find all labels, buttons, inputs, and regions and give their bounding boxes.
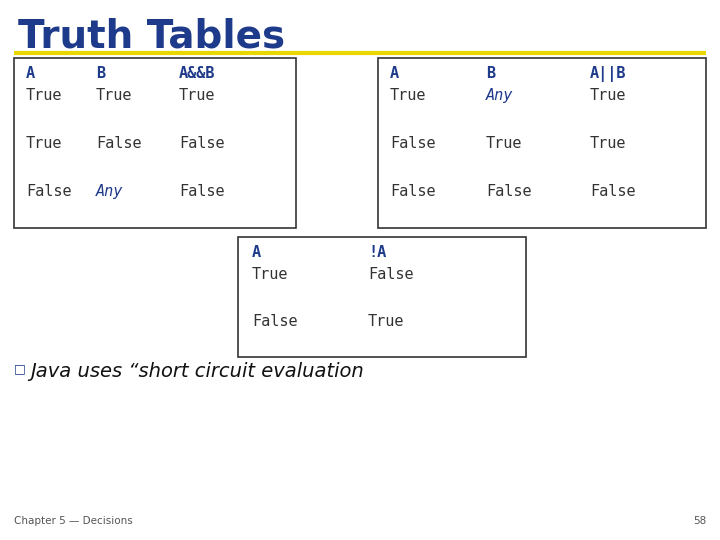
Text: True: True — [590, 136, 626, 151]
Text: Truth Tables: Truth Tables — [18, 18, 285, 56]
Text: Java uses “short circuit evaluation: Java uses “short circuit evaluation — [30, 362, 364, 381]
Text: True: True — [486, 136, 523, 151]
Bar — [14, 58, 296, 228]
Text: False: False — [252, 314, 297, 329]
Text: Any: Any — [486, 88, 513, 103]
Text: True: True — [252, 267, 289, 282]
Bar — [378, 58, 706, 228]
Text: Any: Any — [96, 184, 123, 199]
Text: False: False — [590, 184, 636, 199]
Text: A: A — [252, 245, 261, 260]
Text: True: True — [26, 136, 63, 151]
Text: False: False — [26, 184, 71, 199]
Text: A||B: A||B — [590, 66, 626, 82]
Text: False: False — [368, 267, 413, 282]
Text: !A: !A — [368, 245, 386, 260]
Text: True: True — [390, 88, 426, 103]
Text: B: B — [486, 66, 495, 81]
Text: A: A — [390, 66, 399, 81]
Text: True: True — [96, 88, 132, 103]
Text: True: True — [26, 88, 63, 103]
Text: False: False — [96, 136, 142, 151]
Text: True: True — [368, 314, 405, 329]
Text: A&&B: A&&B — [179, 66, 215, 81]
Text: False: False — [390, 184, 436, 199]
Text: True: True — [179, 88, 215, 103]
Text: B: B — [96, 66, 105, 81]
Text: 58: 58 — [693, 516, 706, 526]
Text: False: False — [390, 136, 436, 151]
Text: A: A — [26, 66, 35, 81]
Text: False: False — [179, 184, 225, 199]
Text: Chapter 5 — Decisions: Chapter 5 — Decisions — [14, 516, 132, 526]
Text: □: □ — [14, 362, 26, 375]
Bar — [238, 237, 526, 357]
Text: False: False — [179, 136, 225, 151]
Text: True: True — [590, 88, 626, 103]
Text: False: False — [486, 184, 531, 199]
